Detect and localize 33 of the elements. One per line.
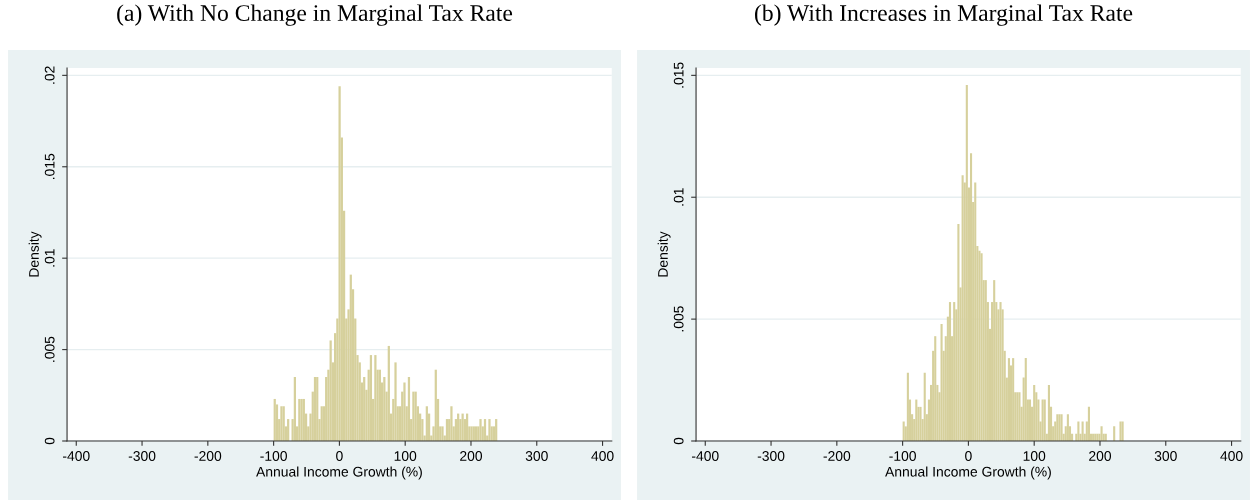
y-axis-title: Density xyxy=(28,231,42,277)
x-axis-title: Annual Income Growth (%) xyxy=(885,466,1051,480)
y-tick-label: .005 xyxy=(673,306,684,332)
x-tick-label: 100 xyxy=(1023,451,1046,461)
y-axis-title: Density xyxy=(657,231,671,277)
x-tick-label: 100 xyxy=(394,451,417,461)
x-tick-label: 0 xyxy=(965,451,972,461)
chart-title: (b) With Increases in Marginal Tax Rate xyxy=(755,4,1133,26)
x-tick-label: -200 xyxy=(823,451,851,461)
y-tick-label: 0 xyxy=(44,437,55,445)
x-tick-label: 200 xyxy=(1089,451,1112,461)
x-tick-label: 200 xyxy=(460,451,483,461)
x-tick-label: -400 xyxy=(62,451,90,461)
x-tick-label: 400 xyxy=(591,451,614,461)
y-tick-label: .015 xyxy=(673,62,684,88)
x-tick-label: -100 xyxy=(889,451,916,461)
y-tick-label: .005 xyxy=(44,336,55,362)
x-tick-label: 300 xyxy=(1154,451,1177,461)
x-tick-label: -300 xyxy=(128,451,156,461)
y-tick-label: .015 xyxy=(44,153,55,180)
x-tick-label: -300 xyxy=(757,451,785,461)
x-tick-label: -200 xyxy=(194,451,222,461)
y-tick-label: .01 xyxy=(673,188,684,206)
y-tick-label: 0 xyxy=(673,437,684,445)
chart-title: (a) With No Change in Marginal Tax Rate xyxy=(117,4,513,26)
x-tick-label: -400 xyxy=(691,451,719,461)
y-tick-label: .02 xyxy=(44,66,55,84)
x-tick-label: 300 xyxy=(525,451,548,461)
x-tick-label: 0 xyxy=(336,451,343,461)
x-tick-label: -100 xyxy=(260,451,287,461)
y-tick-label: .01 xyxy=(44,249,55,267)
x-axis-title: Annual Income Growth (%) xyxy=(256,466,422,480)
x-tick-label: 400 xyxy=(1220,451,1243,461)
